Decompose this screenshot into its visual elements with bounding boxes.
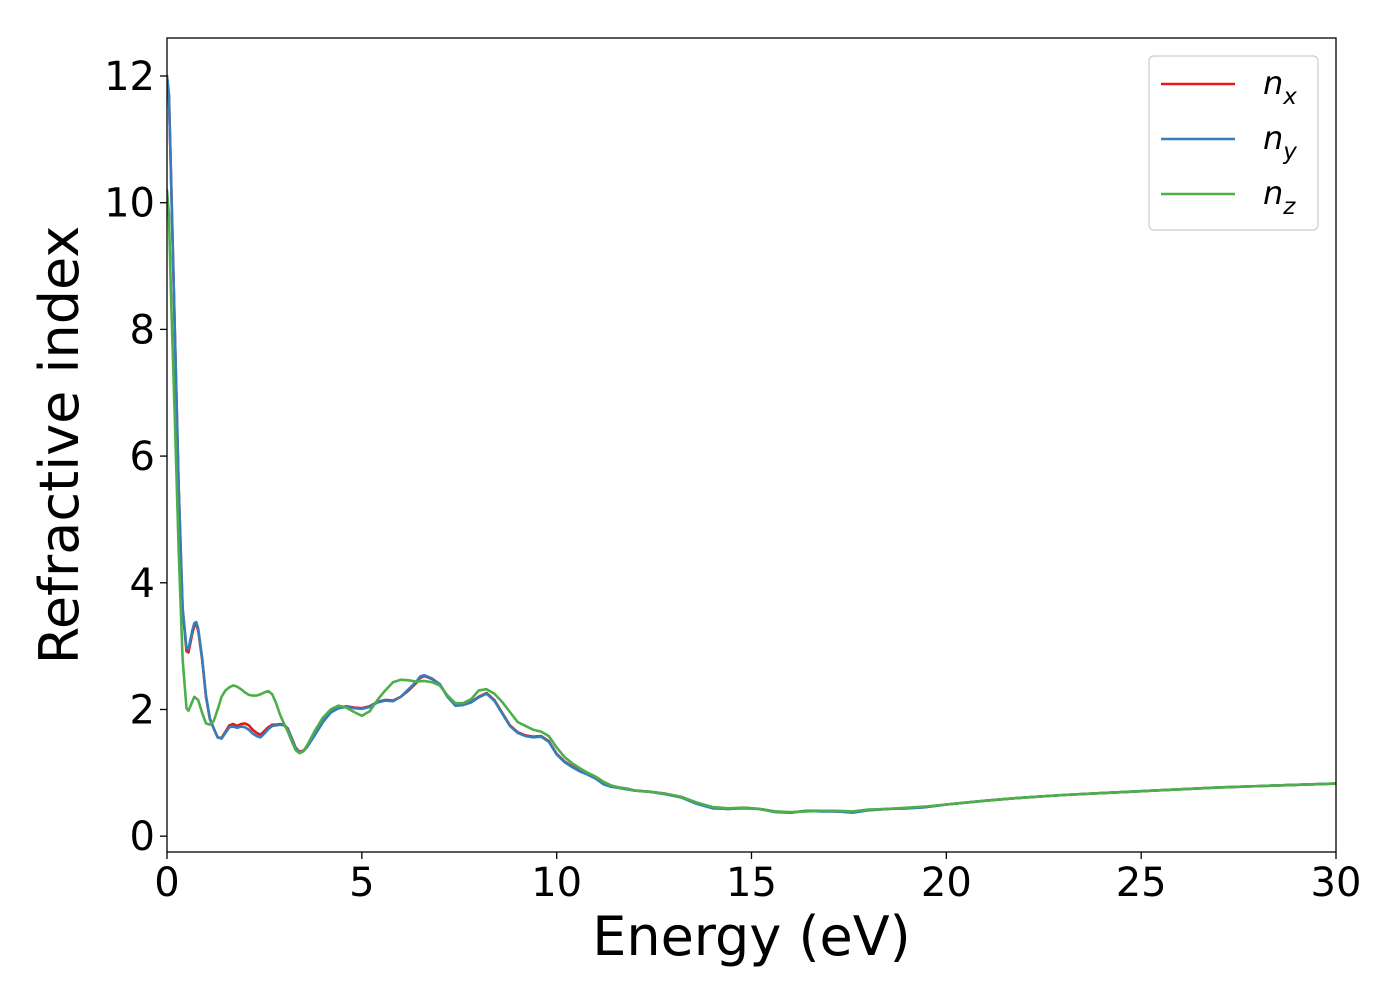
x-tick-label: 0 [154, 860, 179, 906]
y-tick-label: 12 [104, 54, 155, 100]
legend: nx ny nz [1148, 55, 1319, 231]
x-tick-label: 15 [726, 860, 777, 906]
x-axis-label: Energy (eV) [592, 905, 911, 968]
series-layer [167, 74, 1336, 815]
x-tick-label: 25 [1116, 860, 1167, 906]
legend-label-z: nz [1263, 174, 1296, 220]
x-tick-label: 20 [921, 860, 972, 906]
legend-box [1148, 55, 1319, 231]
y-tick-label: 10 [104, 181, 155, 227]
y-tick-label: 4 [130, 561, 155, 607]
x-tick-label: 10 [531, 860, 582, 906]
x-tick-label: 30 [1311, 860, 1362, 906]
y-axis-label: Refractive index [28, 226, 91, 665]
x-tick-label: 5 [349, 860, 374, 906]
y-tick-label: 6 [130, 434, 155, 480]
legend-label-y: ny [1263, 119, 1297, 165]
legend-label-x: nx [1263, 64, 1297, 110]
series-line-z [167, 188, 1336, 814]
y-tick-label: 8 [130, 307, 155, 353]
y-tick-label: 2 [130, 687, 155, 733]
tick-layer: 0 5 10 15 20 25 30 0 2 4 6 8 10 12 [104, 54, 1361, 906]
y-tick-label: 0 [130, 814, 155, 860]
